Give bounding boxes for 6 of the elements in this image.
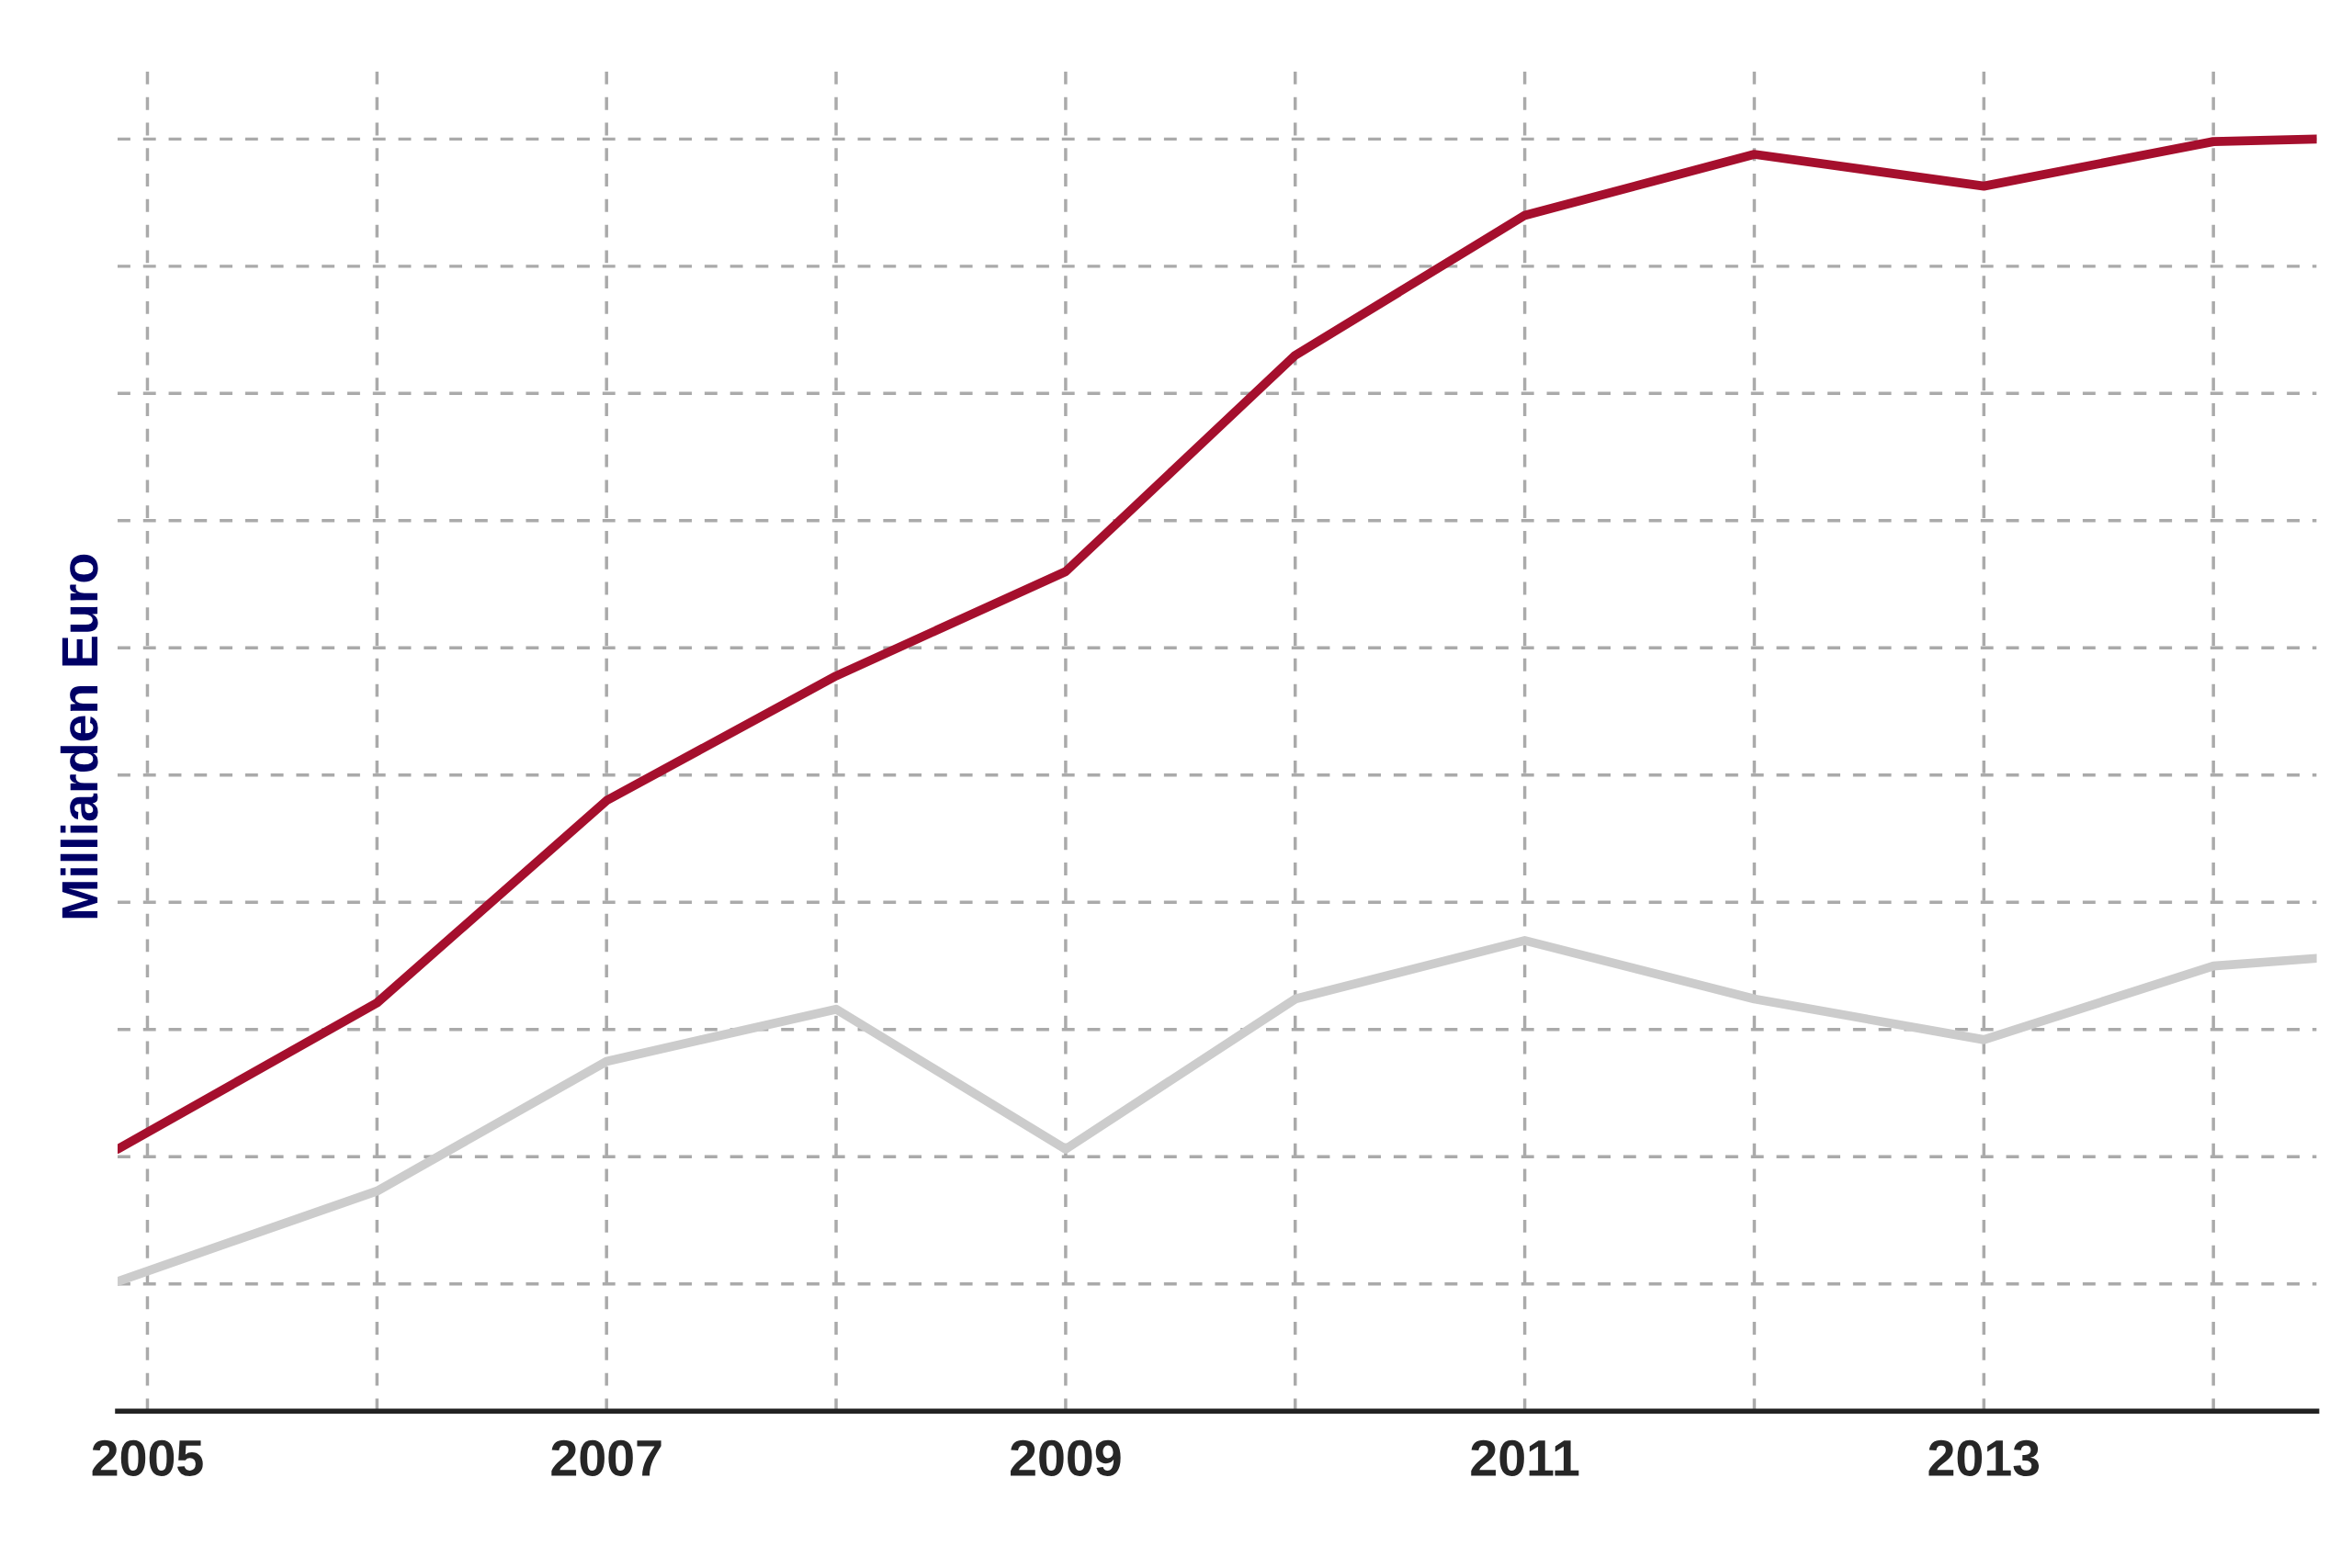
y-axis-title: Milliarden Euro — [60, 554, 98, 919]
x-tick-label: 2011 — [1471, 1439, 1579, 1476]
x-tick-label: 2013 — [1928, 1439, 2040, 1477]
x-tick-label: 2007 — [551, 1439, 662, 1476]
x-tick-label: 2009 — [1011, 1439, 1121, 1476]
x-tick-label: 2005 — [92, 1439, 203, 1476]
